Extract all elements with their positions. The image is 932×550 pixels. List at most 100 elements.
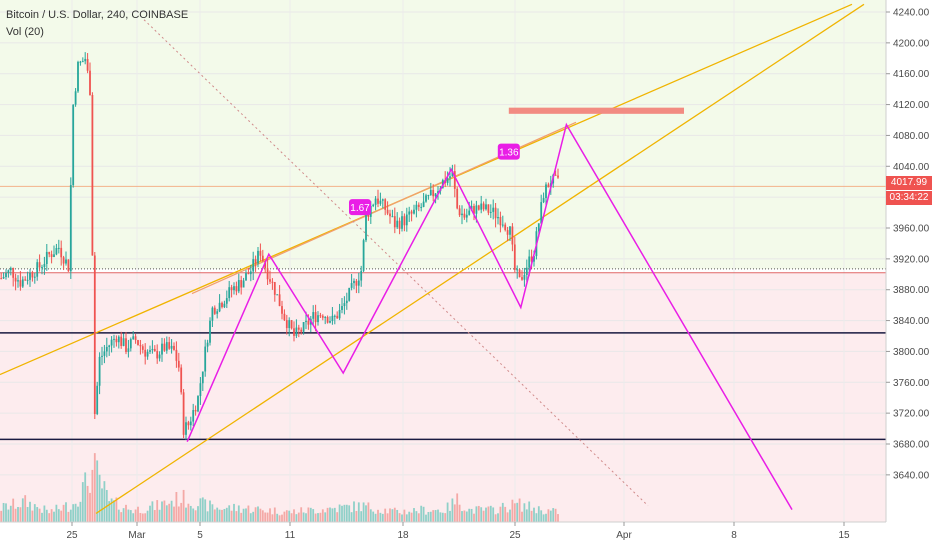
volume-bar (381, 513, 384, 522)
volume-bar (117, 509, 120, 522)
volume-bar (81, 482, 84, 522)
candle-body (175, 349, 178, 361)
candle-body (91, 95, 94, 256)
volume-bar (367, 502, 370, 522)
ratio-labels: 1.67 1.36 (349, 143, 520, 216)
candle-body (314, 312, 317, 323)
candle-body (456, 188, 459, 209)
volume-bar (141, 513, 144, 522)
volume-bar (439, 512, 442, 522)
volume-bar (513, 503, 516, 522)
volume-bar (504, 506, 507, 522)
candle-body (413, 209, 415, 214)
harmonic-pattern-line[interactable] (186, 122, 793, 510)
target-zone-rectangle[interactable] (508, 107, 684, 114)
volume-bar (324, 512, 327, 522)
candle-body (348, 287, 351, 301)
candle-body (324, 317, 327, 319)
time-tick-label: 25 (66, 530, 78, 541)
volume-bar (74, 503, 77, 522)
volume-indicator-label[interactable]: Vol (20) (6, 26, 44, 38)
volume-bar (69, 509, 72, 522)
candle-body (156, 351, 159, 359)
candle-body (189, 421, 192, 426)
candle-body (41, 266, 43, 268)
volume-bar (398, 513, 401, 522)
candle-body (288, 320, 291, 329)
candle-body (177, 360, 180, 368)
volume-bar (547, 509, 550, 522)
volume-bar (302, 512, 305, 522)
candle-body (497, 216, 499, 219)
price-tick-label: 3680.00 (893, 440, 930, 451)
volume-bar (415, 511, 418, 522)
candle-body (295, 327, 298, 336)
horizontal-levels[interactable] (0, 185, 886, 441)
volume-bar (283, 511, 286, 522)
time-tick-label: Apr (616, 530, 632, 541)
candle-body (523, 274, 526, 280)
candle-body (405, 214, 408, 226)
candle-body (319, 315, 322, 317)
candle-body (79, 61, 82, 63)
candle-body (511, 226, 514, 245)
candle-body (199, 383, 202, 397)
volume-bar (326, 507, 329, 522)
candle-body (77, 61, 79, 92)
volume-bar (317, 513, 319, 522)
volume-bar (425, 514, 427, 522)
time-axis[interactable]: 25 Mar 5 11 18 25 Apr 8 15 (0, 521, 932, 550)
volume-bar (139, 512, 142, 522)
candle-body (72, 104, 75, 186)
volume-bar (365, 505, 367, 522)
candle-body (482, 203, 485, 210)
volume-bar (525, 509, 528, 522)
volume-bar (422, 506, 425, 522)
volume-bar (295, 514, 298, 522)
volume-bar (355, 510, 358, 522)
volume-bar (393, 507, 396, 522)
dotted-diagonal-line[interactable] (143, 19, 649, 507)
ratio-label-box (497, 143, 520, 160)
volume-bar (249, 513, 252, 522)
candle-body (446, 178, 449, 183)
candle-body (437, 191, 439, 194)
volume-bar (132, 513, 135, 522)
volume-bar (338, 504, 341, 522)
candle-body (317, 315, 319, 323)
volume-bar (14, 508, 17, 522)
candle-body (420, 206, 423, 208)
candle-body (225, 298, 228, 304)
volume-bar (125, 504, 127, 522)
candle-body (12, 268, 15, 278)
candle-body (48, 251, 51, 255)
volume-bar (194, 510, 197, 522)
candle-body (425, 195, 427, 202)
volume-bar (465, 511, 468, 522)
candle-body (343, 303, 346, 307)
volume-bar (127, 509, 130, 522)
ratio-label-text: 1.67 (350, 203, 370, 214)
price-tick-label: 3960.00 (893, 224, 930, 235)
volume-bar (86, 485, 89, 522)
candle-body (341, 306, 343, 310)
volume-bar (341, 505, 343, 522)
candle-body (182, 392, 185, 435)
candle-body (379, 200, 382, 204)
candle-body (264, 261, 267, 269)
candle-body (86, 58, 89, 71)
candle-body (485, 204, 487, 210)
volume-bar (473, 513, 475, 522)
volume-bar (180, 502, 183, 522)
candle-body (307, 320, 310, 325)
time-tick-label: 25 (509, 530, 521, 541)
volume-bar (218, 509, 221, 522)
candle-body (458, 208, 461, 216)
volume-bar (429, 511, 432, 522)
volume-bar (307, 507, 310, 522)
volume-bar (101, 488, 103, 522)
price-axis[interactable]: 4240.00 4200.00 4160.00 4120.00 4080.00 4040.… (885, 0, 932, 550)
candle-body (261, 255, 264, 262)
candle-body (271, 281, 274, 283)
